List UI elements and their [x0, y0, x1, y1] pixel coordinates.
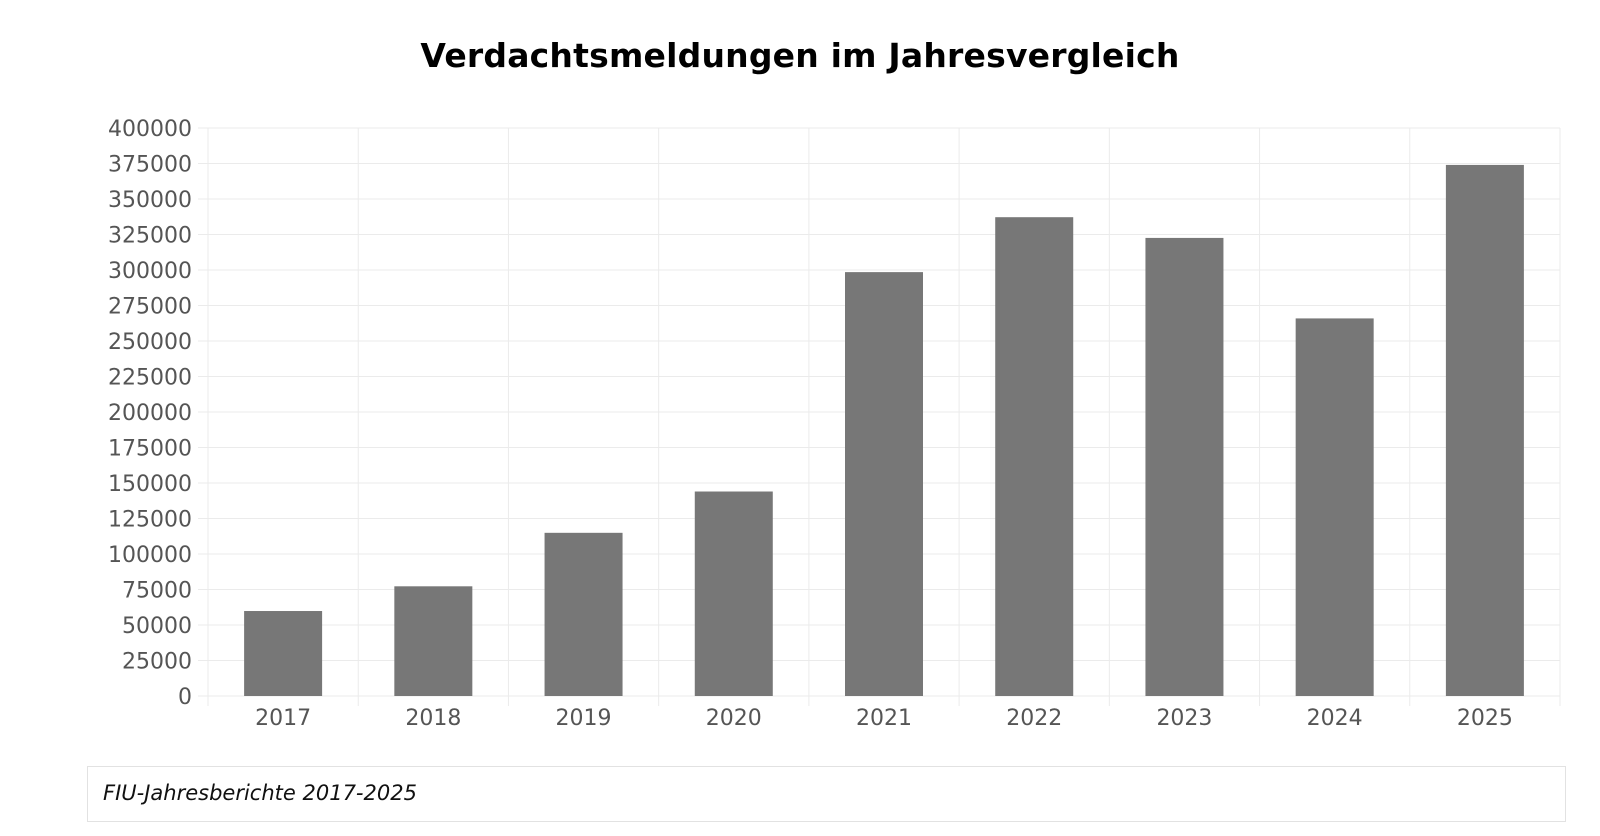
y-tick-label: 175000	[108, 437, 192, 462]
y-tick-label: 400000	[108, 117, 192, 142]
x-tick-label: 2025	[1457, 706, 1513, 731]
x-tick-label: 2018	[405, 706, 461, 731]
bar	[845, 272, 923, 696]
y-tick-label: 75000	[122, 579, 192, 604]
y-tick-label: 300000	[108, 259, 192, 284]
y-tick-label: 25000	[122, 650, 192, 675]
y-tick-label: 350000	[108, 188, 192, 213]
source-label: FIU-Jahresberichte 2017-2025	[103, 781, 417, 805]
x-tick-label: 2019	[556, 706, 612, 731]
x-tick-label: 2020	[706, 706, 762, 731]
y-tick-label: 375000	[108, 153, 192, 178]
bar	[1445, 164, 1524, 697]
y-tick-label: 275000	[108, 295, 192, 320]
chart-title: Verdachtsmeldungen im Jahresvergleich	[420, 36, 1180, 75]
x-tick-label: 2024	[1307, 706, 1363, 731]
y-tick-label: 100000	[108, 543, 192, 568]
bar-chart: 0 25000 50000 75000 100000 125000 150000 175000…	[108, 117, 1561, 731]
bar	[694, 491, 773, 696]
bar	[995, 217, 1074, 697]
bar	[1145, 237, 1224, 697]
x-tick-label: 2017	[255, 706, 311, 731]
y-tick-label: 200000	[108, 401, 192, 426]
y-tick-label: 0	[178, 685, 192, 710]
x-tick-label: 2021	[856, 706, 912, 731]
source-box: FIU-Jahresberichte 2017-2025	[87, 766, 1566, 822]
y-tick-label: 225000	[108, 366, 192, 391]
y-tick-label: 250000	[108, 330, 192, 355]
bar	[1295, 318, 1374, 696]
y-tick-label: 150000	[108, 472, 192, 497]
y-tick-label: 125000	[108, 508, 192, 533]
y-tick-label: 325000	[108, 224, 192, 249]
x-tick-label: 2023	[1156, 706, 1212, 731]
bar	[394, 586, 473, 696]
x-tick-label: 2022	[1006, 706, 1062, 731]
bar	[544, 532, 623, 696]
bar	[244, 611, 323, 696]
y-tick-label: 50000	[122, 614, 192, 639]
